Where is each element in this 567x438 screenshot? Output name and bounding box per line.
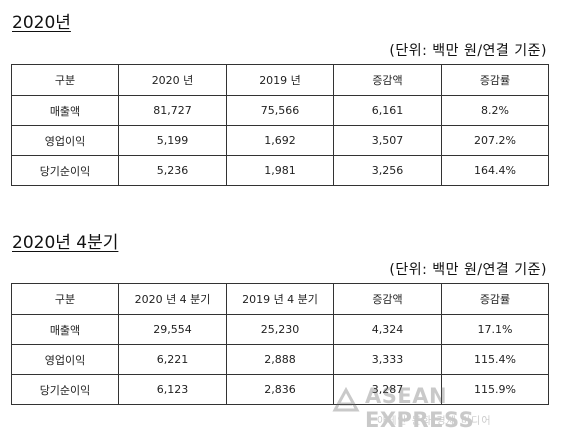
header-cell: 2019 년 [226,64,334,96]
table-cell: 1,692 [226,125,334,156]
section1-heading: 2020년 [12,13,71,33]
header-cell: 증감액 [333,64,442,96]
header-cell: 2019 년 4 분기 [226,283,334,315]
table-cell: 164.4% [441,155,549,186]
row-label: 매출액 [11,95,119,126]
header-cell: 증감률 [441,283,549,315]
table-row: 영업이익 6,221 2,888 3,333 115.4% [11,344,549,375]
header-cell: 2020 년 [118,64,227,96]
table-cell: 3,287 [333,374,442,405]
section2-unit: (단위: 백만 원/연결 기준) [389,262,547,278]
table-cell: 6,123 [118,374,227,405]
header-cell: 증감액 [333,283,442,315]
header-cell: 구분 [11,64,119,96]
table-cell: 6,221 [118,344,227,375]
row-label: 당기순이익 [11,374,119,405]
table-cell: 207.2% [441,125,549,156]
row-label: 영업이익 [11,344,119,375]
table-cell: 25,230 [226,314,334,345]
header-cell: 구분 [11,283,119,315]
table-2020-annual: 구분 2020 년 2019 년 증감액 증감률 매출액 81,727 75,5… [11,64,549,186]
table-cell: 3,333 [333,344,442,375]
table-cell: 1,981 [226,155,334,186]
table-cell: 2,836 [226,374,334,405]
watermark-subtitle: 아세안 문화 경제 미디어 [377,416,492,427]
table-header-row: 구분 2020 년 2019 년 증감액 증감률 [11,64,549,96]
table-cell: 81,727 [118,95,227,126]
table-cell: 5,236 [118,155,227,186]
table-cell: 75,566 [226,95,334,126]
section2-heading: 2020년 4분기 [12,233,119,253]
table-cell: 17.1% [441,314,549,345]
table-cell: 4,324 [333,314,442,345]
table-row: 매출액 81,727 75,566 6,161 8.2% [11,95,549,126]
table-cell: 6,161 [333,95,442,126]
table-row: 당기순이익 5,236 1,981 3,256 164.4% [11,155,549,186]
row-label: 당기순이익 [11,155,119,186]
table-cell: 5,199 [118,125,227,156]
table-2020-q4: 구분 2020 년 4 분기 2019 년 4 분기 증감액 증감률 매출액 2… [11,283,549,405]
table-row: 당기순이익 6,123 2,836 3,287 115.9% [11,374,549,405]
table-row: 매출액 29,554 25,230 4,324 17.1% [11,314,549,345]
table-cell: 2,888 [226,344,334,375]
table-cell: 29,554 [118,314,227,345]
table-cell: 3,256 [333,155,442,186]
header-cell: 증감률 [441,64,549,96]
section1-unit: (단위: 백만 원/연결 기준) [389,43,547,59]
header-cell: 2020 년 4 분기 [118,283,227,315]
row-label: 영업이익 [11,125,119,156]
table-cell: 115.9% [441,374,549,405]
row-label: 매출액 [11,314,119,345]
table-cell: 3,507 [333,125,442,156]
table-cell: 8.2% [441,95,549,126]
table-cell: 115.4% [441,344,549,375]
table-header-row: 구분 2020 년 4 분기 2019 년 4 분기 증감액 증감률 [11,283,549,315]
table-row: 영업이익 5,199 1,692 3,507 207.2% [11,125,549,156]
